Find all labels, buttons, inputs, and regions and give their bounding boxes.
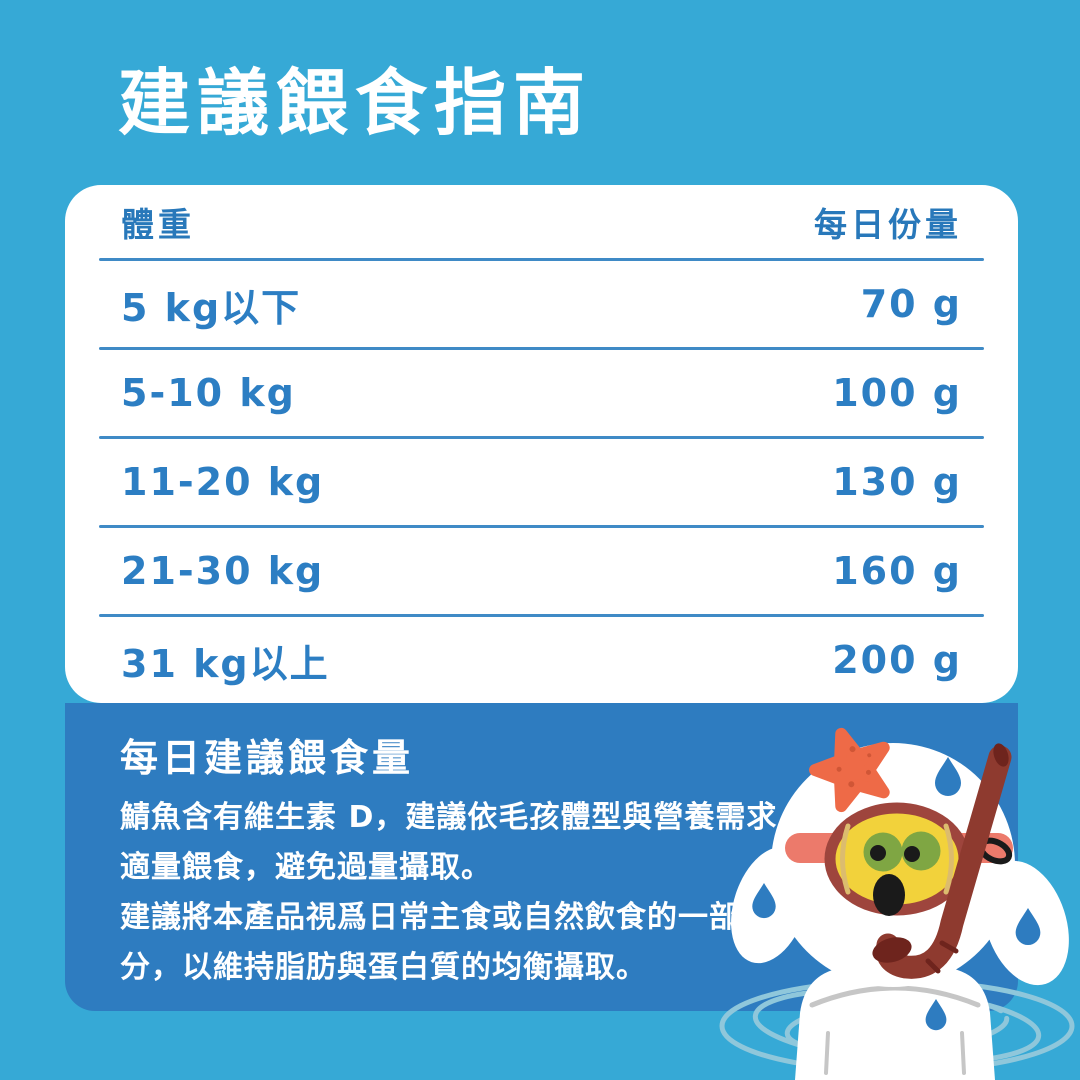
- dog-mouth: [873, 874, 905, 916]
- row-divider: [99, 436, 984, 439]
- table-row: 31 kg以上 200 g: [99, 617, 984, 703]
- table-header-row: 體重 每日份量: [99, 185, 984, 258]
- weight-cell: 5 kg以下: [121, 285, 302, 330]
- info-line: 鯖魚含有維生素 D，建議依毛孩體型與營養需求: [120, 800, 778, 835]
- starfish-speckles: [836, 746, 872, 788]
- lens-shading: [840, 823, 954, 895]
- weight-cell: 5-10 kg: [121, 371, 296, 415]
- row-divider: [99, 258, 984, 261]
- page-title: 建議餵食指南: [118, 61, 593, 145]
- portion-cell: 130 g: [832, 460, 962, 504]
- table-row: 5 kg以下 70 g: [99, 261, 984, 347]
- feeding-table-card: 體重 每日份量 5 kg以下 70 g 5-10 kg 100 g 11-20 …: [65, 185, 1018, 703]
- snorkeling-dog-illustration: [719, 727, 1075, 1080]
- dog-body-shading: [809, 985, 981, 1075]
- starfish-icon: [809, 727, 890, 813]
- weight-cell: 31 kg以上: [121, 641, 330, 686]
- dog-pupils: [870, 845, 920, 862]
- table-row: 5-10 kg 100 g: [99, 350, 984, 436]
- row-divider: [99, 525, 984, 528]
- portion-cell: 70 g: [860, 282, 962, 326]
- info-line: 建議將本產品視爲日常主食或自然飲食的一部: [120, 900, 740, 935]
- water-droplets: [752, 757, 1041, 1031]
- weight-cell: 11-20 kg: [121, 460, 325, 504]
- portion-cell: 200 g: [832, 638, 962, 682]
- row-divider: [99, 347, 984, 350]
- column-header-weight: 體重: [121, 204, 195, 244]
- table-row: 21-30 kg 160 g: [99, 528, 984, 614]
- column-header-portion: 每日份量: [814, 204, 962, 244]
- portion-cell: 160 g: [832, 549, 962, 593]
- snorkel-icon: [872, 743, 1012, 979]
- info-panel-heading: 每日建議餵食量: [120, 736, 415, 780]
- table-row: 11-20 kg 130 g: [99, 439, 984, 525]
- weight-cell: 21-30 kg: [121, 549, 325, 593]
- info-panel-text: 鯖魚含有維生素 D，建議依毛孩體型與營養需求 適量餵食，避免過量攝取。 建議將本…: [120, 793, 810, 993]
- feeding-table: 體重 每日份量 5 kg以下 70 g 5-10 kg 100 g 11-20 …: [99, 185, 984, 703]
- info-line: 分，以維持脂肪與蛋白質的均衡攝取。: [120, 950, 647, 985]
- info-line: 適量餵食，避免過量攝取。: [120, 850, 492, 885]
- portion-cell: 100 g: [832, 371, 962, 415]
- row-divider: [99, 614, 984, 617]
